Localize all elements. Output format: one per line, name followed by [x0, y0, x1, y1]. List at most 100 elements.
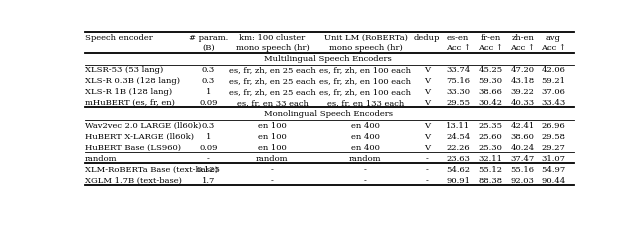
Text: 25.30: 25.30: [479, 144, 502, 152]
Text: 29.55: 29.55: [446, 99, 470, 107]
Text: Acc ↑: Acc ↑: [510, 44, 535, 51]
Text: XLS-R 1B (128 lang): XLS-R 1B (128 lang): [85, 88, 172, 96]
Text: V: V: [424, 88, 429, 96]
Text: 38.66: 38.66: [479, 88, 502, 96]
Text: 47.20: 47.20: [511, 66, 534, 74]
Text: en 100: en 100: [258, 122, 287, 130]
Text: random: random: [256, 155, 289, 163]
Text: 30.42: 30.42: [479, 99, 502, 107]
Text: en 400: en 400: [351, 122, 380, 130]
Text: 88.38: 88.38: [478, 177, 502, 185]
Text: avg: avg: [546, 34, 561, 42]
Text: 45.25: 45.25: [478, 66, 502, 74]
Text: 54.97: 54.97: [541, 166, 565, 174]
Text: V: V: [424, 77, 429, 85]
Text: en 400: en 400: [351, 144, 380, 152]
Text: Wav2vec 2.0 LARGE (ll60k): Wav2vec 2.0 LARGE (ll60k): [85, 122, 202, 130]
Text: V: V: [424, 99, 429, 107]
Text: es-en: es-en: [447, 34, 469, 42]
Text: XLM-RoBERTa Base (text-base): XLM-RoBERTa Base (text-base): [85, 166, 218, 174]
Text: random: random: [349, 155, 381, 163]
Text: HuBERT X-LARGE (ll60k): HuBERT X-LARGE (ll60k): [85, 133, 194, 141]
Text: fr-en: fr-en: [480, 34, 500, 42]
Text: V: V: [424, 144, 429, 152]
Text: 40.24: 40.24: [511, 144, 535, 152]
Text: 42.41: 42.41: [511, 122, 535, 130]
Text: 55.12: 55.12: [479, 166, 502, 174]
Text: 0.125: 0.125: [196, 166, 220, 174]
Text: Acc ↑: Acc ↑: [446, 44, 470, 51]
Text: 29.58: 29.58: [541, 133, 565, 141]
Text: 40.33: 40.33: [511, 99, 535, 107]
Text: 32.11: 32.11: [479, 155, 502, 163]
Text: XLSR-53 (53 lang): XLSR-53 (53 lang): [85, 66, 163, 74]
Text: 33.74: 33.74: [446, 66, 470, 74]
Text: 33.30: 33.30: [446, 88, 470, 96]
Text: XGLM 1.7B (text-base): XGLM 1.7B (text-base): [85, 177, 182, 185]
Text: 38.60: 38.60: [511, 133, 534, 141]
Text: 1.7: 1.7: [202, 177, 215, 185]
Text: 75.16: 75.16: [446, 77, 470, 85]
Text: 59.21: 59.21: [541, 77, 565, 85]
Text: es, fr, zh, en 25 each: es, fr, zh, en 25 each: [229, 77, 316, 85]
Text: 59.30: 59.30: [479, 77, 502, 85]
Text: -: -: [364, 166, 367, 174]
Text: Acc ↑: Acc ↑: [541, 44, 566, 51]
Text: en 100: en 100: [258, 144, 287, 152]
Text: XLS-R 0.3B (128 lang): XLS-R 0.3B (128 lang): [85, 77, 180, 85]
Text: 24.54: 24.54: [446, 133, 470, 141]
Text: V: V: [424, 133, 429, 141]
Text: mono speech (hr): mono speech (hr): [328, 44, 403, 51]
Text: 26.96: 26.96: [541, 122, 565, 130]
Text: # param.: # param.: [189, 34, 228, 42]
Text: es, fr, zh, en 100 each: es, fr, zh, en 100 each: [319, 77, 412, 85]
Text: es, fr, zh, en 100 each: es, fr, zh, en 100 each: [319, 88, 412, 96]
Text: 23.63: 23.63: [446, 155, 470, 163]
Text: zh-en: zh-en: [511, 34, 534, 42]
Text: en 100: en 100: [258, 133, 287, 141]
Text: 1: 1: [206, 88, 211, 96]
Text: random: random: [85, 155, 118, 163]
Text: Monolingual Speech Encoders: Monolingual Speech Encoders: [264, 110, 392, 119]
Text: -: -: [425, 166, 428, 174]
Text: V: V: [424, 66, 429, 74]
Text: -: -: [207, 155, 210, 163]
Text: -: -: [425, 177, 428, 185]
Text: 1: 1: [206, 133, 211, 141]
Text: 54.62: 54.62: [446, 166, 470, 174]
Text: Acc ↑: Acc ↑: [478, 44, 503, 51]
Text: 25.60: 25.60: [479, 133, 502, 141]
Text: 92.03: 92.03: [511, 177, 534, 185]
Text: 39.22: 39.22: [511, 88, 534, 96]
Text: 33.43: 33.43: [541, 99, 565, 107]
Text: HuBERT Base (LS960): HuBERT Base (LS960): [85, 144, 181, 152]
Text: 37.06: 37.06: [541, 88, 565, 96]
Text: en 400: en 400: [351, 133, 380, 141]
Text: 43.18: 43.18: [511, 77, 535, 85]
Text: es, fr, en 133 each: es, fr, en 133 each: [327, 99, 404, 107]
Text: es, fr, zh, en 100 each: es, fr, zh, en 100 each: [319, 66, 412, 74]
Text: 0.3: 0.3: [202, 77, 215, 85]
Text: V: V: [424, 122, 429, 130]
Text: -: -: [271, 166, 274, 174]
Text: Unit LM (RoBERTa): Unit LM (RoBERTa): [323, 34, 408, 42]
Text: 31.07: 31.07: [541, 155, 565, 163]
Text: mono speech (hr): mono speech (hr): [236, 44, 309, 51]
Text: 0.3: 0.3: [202, 122, 215, 130]
Text: -: -: [364, 177, 367, 185]
Text: Speech encoder: Speech encoder: [85, 34, 153, 42]
Text: dedup: dedup: [413, 34, 440, 42]
Text: 0.09: 0.09: [199, 144, 218, 152]
Text: -: -: [271, 177, 274, 185]
Text: 0.3: 0.3: [202, 66, 215, 74]
Text: 55.16: 55.16: [511, 166, 534, 174]
Text: es, fr, zh, en 25 each: es, fr, zh, en 25 each: [229, 88, 316, 96]
Text: es, fr, en 33 each: es, fr, en 33 each: [237, 99, 308, 107]
Text: 90.91: 90.91: [446, 177, 470, 185]
Text: es, fr, zh, en 25 each: es, fr, zh, en 25 each: [229, 66, 316, 74]
Text: 22.26: 22.26: [446, 144, 470, 152]
Text: 90.44: 90.44: [541, 177, 565, 185]
Text: mHuBERT (es, fr, en): mHuBERT (es, fr, en): [85, 99, 175, 107]
Text: (B): (B): [202, 44, 215, 51]
Text: 42.06: 42.06: [541, 66, 565, 74]
